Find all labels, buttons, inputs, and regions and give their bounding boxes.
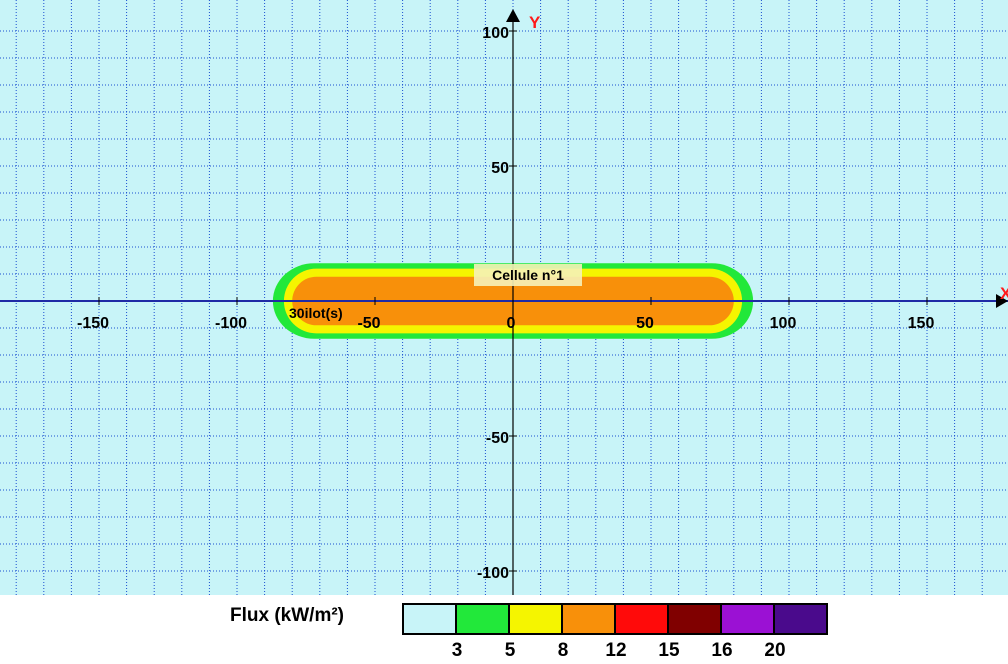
legend-swatch xyxy=(457,605,508,633)
legend-tick-label: 12 xyxy=(605,640,627,661)
legend-swatch xyxy=(510,605,561,633)
legend-tick-label: 16 xyxy=(711,640,733,661)
y-tick-label: -100 xyxy=(477,565,509,582)
x-tick-label: 100 xyxy=(770,315,797,332)
legend-swatch xyxy=(616,605,667,633)
x-tick-label: 150 xyxy=(908,315,935,332)
flux-legend: Flux (kW/m²) 3 5 8 12 15 16 20 xyxy=(0,595,1008,664)
cell-label-box xyxy=(474,264,582,286)
ilot-label: 30ilot(s) xyxy=(289,305,343,321)
legend-title: Flux (kW/m²) xyxy=(230,605,344,626)
legend-tick-label: 3 xyxy=(451,640,463,661)
legend-tick-label: 8 xyxy=(557,640,569,661)
y-tick-label: -50 xyxy=(486,430,509,447)
legend-color-scale xyxy=(402,603,828,635)
x-tick-label: -150 xyxy=(77,315,109,332)
y-tick-label: 50 xyxy=(491,160,509,177)
legend-swatch xyxy=(669,605,720,633)
x-axis-label: X xyxy=(1000,284,1008,303)
flux-map-plot: Y X -150 -100 -50 0 50 100 150 100 50 -50 -100 Cellul… xyxy=(0,0,1008,595)
legend-swatch xyxy=(775,605,826,633)
legend-swatch xyxy=(563,605,614,633)
y-tick-label: 100 xyxy=(482,25,509,42)
x-tick-label: 0 xyxy=(507,315,516,332)
legend-swatch xyxy=(404,605,455,633)
y-axis-arrow xyxy=(506,9,520,22)
x-tick-label: -50 xyxy=(357,315,380,332)
x-axis-arrow xyxy=(996,294,1008,308)
cell-label: Cellule n°1 xyxy=(492,267,564,283)
legend-tick-label: 5 xyxy=(504,640,516,661)
x-tick-label: -100 xyxy=(215,315,247,332)
legend-swatch xyxy=(722,605,773,633)
y-axis-label: Y xyxy=(529,13,541,32)
legend-tick-label: 15 xyxy=(658,640,680,661)
x-tick-label: 50 xyxy=(636,315,654,332)
legend-tick-label: 20 xyxy=(764,640,786,661)
